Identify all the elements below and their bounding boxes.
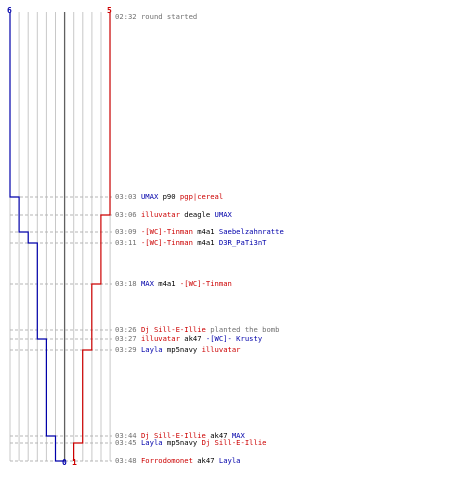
event-weapon: mp5navy [162,438,202,447]
event-timestamp: 03:48 [115,456,141,465]
event-player-name: UMAX [214,210,232,219]
event-weapon: m4a1 [192,227,219,236]
event-player-name: illuvatar [140,210,180,219]
blue-team-alive-line [9,12,65,462]
red-team-end-count: 1 [72,458,77,467]
event-player-name: D3R_PaTi3nT [218,238,267,247]
event-timestamp: 03:11 [115,238,141,247]
event-player-name: -[WC]-Tinman [140,227,193,236]
event-player-name: -[WC]-Tinman [140,238,193,247]
event-timestamp: 03:09 [115,227,141,236]
event-guide-lines [10,196,112,462]
event-player-name: MAX [140,279,154,288]
event-row: 03:26 Dj Sill-E-Illie planted the bomb [115,325,279,335]
event-player-name: Layla [140,345,163,354]
event-row: 03:09 -[WC]-Tinman m4a1 Saebelzahnratte [115,227,284,237]
event-player-name: MAX [231,431,245,440]
event-weapon: ak47 [179,334,206,343]
event-action: round started [140,12,198,21]
red-team-alive-line [73,12,111,461]
blue-team-end-count: 0 [62,458,67,467]
event-player-name: Layla [218,456,241,465]
event-weapon: p90 [158,192,180,201]
event-weapon: m4a1 [192,238,219,247]
event-row: 03:44 Dj Sill-E-Illie ak47 MAX [115,431,245,441]
event-player-name: illuvatar [201,345,241,354]
event-weapon: ak47 [192,456,219,465]
event-timestamp: 03:03 [115,192,141,201]
event-player-name: Layla [140,438,163,447]
event-player-name: Dj Sill-E-Illie [201,438,267,447]
event-player-name: Dj Sill-E-Illie [140,431,206,440]
event-action: planted the bomb [205,325,280,334]
event-row: 03:48 Forrodomonet ak47 Layla [115,456,241,466]
event-timestamp: 03:18 [115,279,141,288]
event-timestamp: 03:44 [115,431,141,440]
event-timestamp: 03:29 [115,345,141,354]
event-player-name: -[WC]-Tinman [179,279,232,288]
event-weapon: mp5navy [162,345,202,354]
event-row: 03:27 illuvatar ak47 -[WC]- Krusty [115,334,262,344]
event-row: 03:18 MAX m4a1 -[WC]-Tinman [115,279,232,289]
event-row: 03:03 UMAX p90 pgp|cereal [115,192,223,202]
player-count-gridlines [9,12,111,461]
event-weapon: ak47 [205,431,232,440]
event-weapon: deagle [179,210,215,219]
event-player-name: Dj Sill-E-Illie [140,325,206,334]
event-row: 03:06 illuvatar deagle UMAX [115,210,232,220]
event-player-name: pgp|cereal [179,192,224,201]
event-row: 02:32 round started [115,12,197,22]
blue-team-start-count: 6 [7,6,12,15]
event-row: 03:45 Layla mp5navy Dj Sill-E-Illie [115,438,266,448]
event-timestamp: 02:32 [115,12,141,21]
red-team-start-count: 5 [107,6,112,15]
event-row: 03:29 Layla mp5navy illuvatar [115,345,241,355]
event-timestamp: 03:26 [115,325,141,334]
event-player-name: Forrodomonet [140,456,193,465]
event-player-name: illuvatar [140,334,180,343]
event-player-name: UMAX [140,192,159,201]
event-timestamp: 03:27 [115,334,141,343]
event-player-name: -[WC]- Krusty [205,334,263,343]
event-timestamp: 03:45 [115,438,141,447]
event-row: 03:11 -[WC]-Tinman m4a1 D3R_PaTi3nT [115,238,266,248]
event-player-name: Saebelzahnratte [218,227,284,236]
event-timestamp: 03:06 [115,210,141,219]
event-weapon: m4a1 [153,279,180,288]
